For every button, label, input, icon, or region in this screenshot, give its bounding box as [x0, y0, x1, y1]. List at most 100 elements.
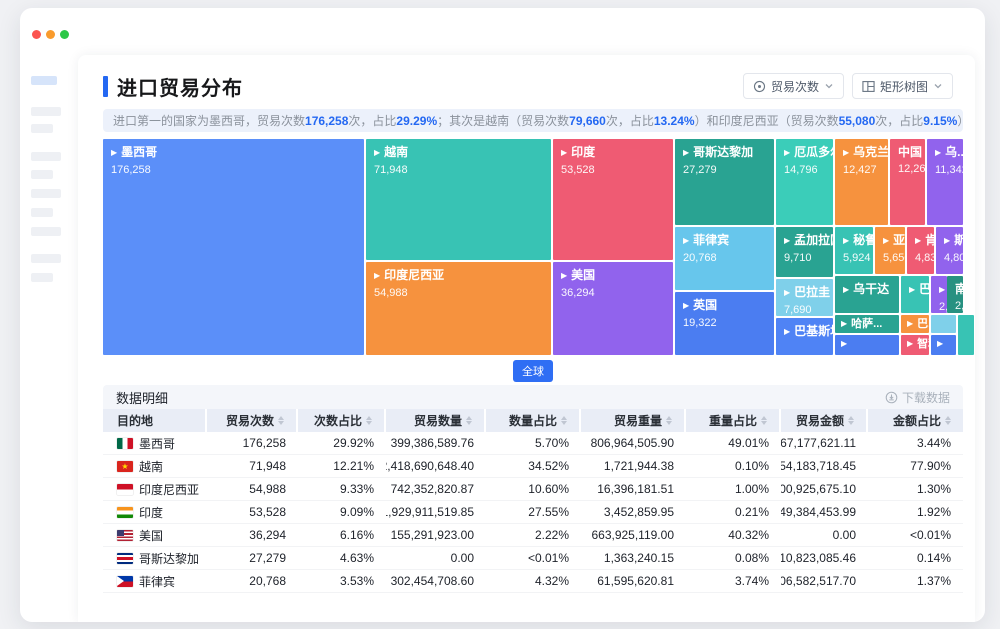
treemap-cell[interactable]	[931, 315, 956, 333]
treemap-cell[interactable]: ▶ 秘鲁 5,924	[835, 227, 873, 274]
treemap-cell[interactable]: ▶ 乌干达	[835, 276, 899, 313]
table-row[interactable]: 印度 53,528 9.09% 1,929,911,519.85 27.55% 3,452…	[103, 501, 963, 524]
column-header[interactable]: 贸易金额	[781, 409, 868, 432]
sidebar-item[interactable]	[31, 254, 61, 263]
treemap-cell[interactable]: ▶智利	[901, 335, 929, 355]
treemap-cell-value: 20,768	[683, 252, 717, 264]
table-cell: 9.33%	[339, 482, 374, 496]
table-cell: 742,352,820.87	[390, 482, 474, 496]
minimize-window-icon[interactable]	[46, 30, 55, 39]
sort-icon[interactable]	[561, 413, 567, 428]
treemap-cell-label: ▶	[841, 338, 893, 351]
treemap-cell[interactable]	[958, 315, 974, 355]
table-cell: 10.60%	[528, 482, 569, 496]
treemap-cell-label: ▶ 墨西哥	[111, 145, 158, 159]
sidebar-item[interactable]	[31, 189, 61, 198]
treemap-cell[interactable]: ▶ 乌克兰 12,427	[835, 139, 888, 225]
column-header[interactable]: 次数占比	[298, 409, 386, 432]
treemap-cell[interactable]: ▶ 哈萨...	[835, 315, 899, 333]
close-window-icon[interactable]	[32, 30, 41, 39]
treemap-cell[interactable]: ▶ 美国 36,294	[553, 262, 673, 355]
treemap-cell[interactable]: ▶肯 4,836	[907, 227, 934, 274]
summary-text-segment: 次，占比	[348, 114, 397, 128]
treemap-cell[interactable]: ▶巴西	[901, 276, 929, 313]
column-header[interactable]: 贸易数量	[386, 409, 486, 432]
treemap-cell[interactable]: ▶ 哥斯达黎加 27,279	[675, 139, 774, 225]
global-breadcrumb-button[interactable]: 全球	[513, 360, 553, 382]
table-cell: <0.01%	[909, 528, 951, 542]
column-header[interactable]: 贸易次数	[207, 409, 298, 432]
metric-dropdown[interactable]: 贸易次数	[742, 73, 844, 99]
table-row[interactable]: 哥斯达黎加 27,279 4.63% 0.00 <0.01% 1,363,240.15 0.…	[103, 547, 963, 570]
table-cell: 29.92%	[333, 436, 374, 450]
treemap-cell[interactable]: ▶	[931, 335, 956, 355]
treemap-cell[interactable]: ▶斯 4,804	[936, 227, 963, 274]
sort-icon[interactable]	[848, 413, 854, 428]
sidebar-item[interactable]	[31, 152, 61, 161]
treemap-cell[interactable]: ▶	[835, 335, 899, 355]
treemap-cell[interactable]: ▶ 墨西哥 176,258	[103, 139, 364, 355]
sidebar-item[interactable]	[31, 208, 53, 217]
destination-cell: 哥斯达黎加	[103, 547, 207, 569]
treemap-cell[interactable]: ▶ 巴拉圭 7,690	[776, 279, 833, 316]
treemap-cell[interactable]: ▶亚 5,650	[875, 227, 905, 274]
table-cell: 0.00	[832, 528, 856, 542]
table-cell: 1,929,911,519.85	[386, 505, 474, 519]
table-cell: 10,823,085.46	[781, 551, 856, 565]
drilldown-arrow-icon: ▶	[841, 339, 848, 348]
treemap-cell-value: 4,804	[944, 252, 963, 264]
sidebar-item[interactable]	[31, 170, 53, 179]
sort-icon[interactable]	[278, 413, 284, 428]
download-data-button[interactable]: 下载数据	[885, 389, 950, 406]
treemap-cell[interactable]: ▶巴基斯坦	[776, 318, 833, 355]
treemap-cell[interactable]: ▶厄瓜多尔 14,796	[776, 139, 833, 225]
table-row[interactable]: 墨西哥 176,258 29.92% 399,386,589.76 5.70% 806,9…	[103, 432, 963, 455]
treemap-cell-value: 19,322	[683, 317, 717, 329]
treemap-cell[interactable]: 中国 12,262	[890, 139, 925, 225]
drilldown-arrow-icon: ▶	[561, 271, 568, 280]
sidebar-item[interactable]	[31, 124, 53, 133]
treemap-cell[interactable]: ▶乌... 11,342	[927, 139, 963, 225]
treemap-cell[interactable]: ▶ 印度尼西亚 54,988	[366, 262, 551, 355]
sort-icon[interactable]	[666, 413, 672, 428]
treemap-cell[interactable]: ▶ 印度 53,528	[553, 139, 673, 260]
treemap-cell[interactable]: ▶ 越南 71,948	[366, 139, 551, 260]
treemap-cell[interactable]: ▶ 英国 19,322	[675, 292, 774, 355]
column-header[interactable]: 数量占比	[486, 409, 581, 432]
sort-icon[interactable]	[945, 413, 951, 428]
chart-type-dropdown[interactable]: 矩形树图	[851, 73, 953, 99]
sidebar-item-active[interactable]	[31, 76, 57, 85]
maximize-window-icon[interactable]	[60, 30, 69, 39]
column-header[interactable]: 金额占比	[868, 409, 963, 432]
table-row[interactable]: 印度尼西亚 54,988 9.33% 742,352,820.87 10.60% 16,3…	[103, 478, 963, 501]
treemap-cell[interactable]: ▶ 菲律宾 20,768	[675, 227, 774, 290]
sort-icon[interactable]	[366, 413, 372, 428]
sidebar-item[interactable]	[31, 227, 61, 236]
treemap-cell[interactable]: 南2,2	[947, 276, 963, 313]
treemap-cell-label: ▶巴基斯坦	[784, 324, 833, 338]
treemap-cell[interactable]: ▶孟加拉国 9,710	[776, 227, 833, 277]
table-cell: 1,363,240.15	[603, 551, 674, 565]
sidebar-item[interactable]	[31, 273, 53, 282]
drilldown-arrow-icon: ▶	[883, 236, 890, 245]
drilldown-arrow-icon: ▶	[915, 236, 922, 245]
column-header[interactable]: 贸易重量	[581, 409, 686, 432]
sidebar-item[interactable]	[31, 107, 61, 116]
treemap-cell[interactable]: ▶巴...	[901, 315, 929, 333]
table-cell: 34.52%	[528, 459, 569, 473]
treemap-cell[interactable]: ▶2,5	[931, 276, 947, 313]
destination-name: 墨西哥	[139, 436, 176, 451]
sort-icon[interactable]	[466, 413, 472, 428]
treemap-cell-value: 5,924	[843, 252, 871, 264]
table-body: 墨西哥 176,258 29.92% 399,386,589.76 5.70% 806,9…	[103, 432, 963, 593]
treemap-cell-label: ▶ 美国	[561, 268, 596, 282]
sort-icon[interactable]	[761, 413, 767, 428]
table-row[interactable]: 越南 71,948 12.21% 2,418,690,648.40 34.52% 1,72…	[103, 455, 963, 478]
table-cell: 1.37%	[916, 574, 951, 588]
table-cell: 27.55%	[528, 505, 569, 519]
column-header[interactable]: 重量占比	[686, 409, 781, 432]
table-row[interactable]: 美国 36,294 6.16% 155,291,923.00 2.22% 663,925,…	[103, 524, 963, 547]
table-cell: 806,964,505.90	[590, 436, 674, 450]
drilldown-arrow-icon: ▶	[374, 271, 381, 280]
table-row[interactable]: 菲律宾 20,768 3.53% 302,454,708.60 4.32% 61,595,…	[103, 570, 963, 593]
